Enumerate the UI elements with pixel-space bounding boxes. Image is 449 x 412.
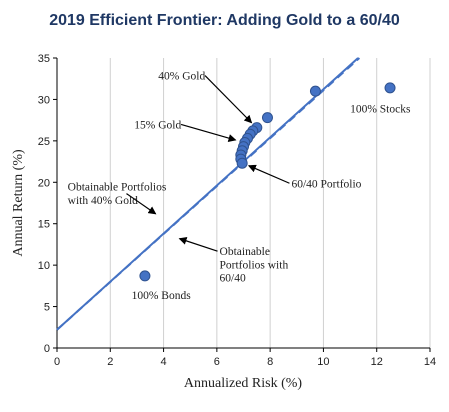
y-tick-label: 15 — [38, 219, 50, 231]
annotation-arrow — [180, 123, 237, 142]
x-axis-title: Annualized Risk (%) — [184, 376, 303, 391]
x-tick-label: 0 — [54, 356, 60, 368]
grid — [109, 58, 431, 348]
y-tick-label: 20 — [38, 177, 50, 189]
annotation-label: Obtainable Portfolios with 40% Gold — [68, 182, 167, 207]
y-tick-label: 25 — [38, 136, 50, 148]
annotation-arrow — [126, 193, 157, 215]
data-point — [309, 85, 321, 97]
annotation-arrow — [247, 164, 290, 184]
x-tick-label: 6 — [214, 356, 220, 368]
annotation-label: 40% Gold — [158, 71, 205, 83]
annotation-label: 100% Stocks — [350, 104, 411, 116]
annotation-label: 100% Bonds — [132, 290, 192, 302]
chart-title: 2019 Efficient Frontier: Adding Gold to … — [49, 12, 400, 29]
x-tick-label: 12 — [371, 356, 383, 368]
annotation-label: 15% Gold — [134, 119, 181, 131]
data-point — [384, 82, 396, 94]
x-tick-label: 14 — [424, 356, 436, 368]
x-tick-label: 8 — [267, 356, 273, 368]
y-tick-label: 30 — [38, 94, 50, 106]
data-point — [236, 157, 248, 169]
x-tick-label: 10 — [317, 356, 329, 368]
annotation-label: 60/40 Portfolio — [291, 178, 361, 190]
axes: 0 5 10 15 20 25 30 35 0 2 4 6 8 10 12 14 — [38, 53, 436, 368]
data-point — [261, 112, 273, 124]
y-tick-label: 0 — [44, 343, 50, 355]
y-tick-label: 35 — [38, 53, 50, 65]
x-tick-label: 2 — [107, 356, 113, 368]
x-tick-label: 4 — [161, 356, 167, 368]
annotation-arrow — [204, 75, 253, 124]
frontier-lines — [56, 57, 361, 331]
data-points — [139, 82, 396, 282]
y-tick-label: 10 — [38, 260, 50, 272]
y-tick-label: 5 — [44, 302, 50, 314]
annotation-label: Obtainable Portfolios with 60/40 — [220, 246, 289, 284]
annotation-arrow — [178, 237, 218, 252]
annotations: 40% Gold 15% Gold 60/40 Portfolio 100% Stoc… — [68, 71, 411, 303]
y-axis-title: Annual Return (%) — [11, 149, 26, 257]
data-point — [139, 270, 151, 282]
frontier-line-60-40 — [56, 57, 361, 331]
